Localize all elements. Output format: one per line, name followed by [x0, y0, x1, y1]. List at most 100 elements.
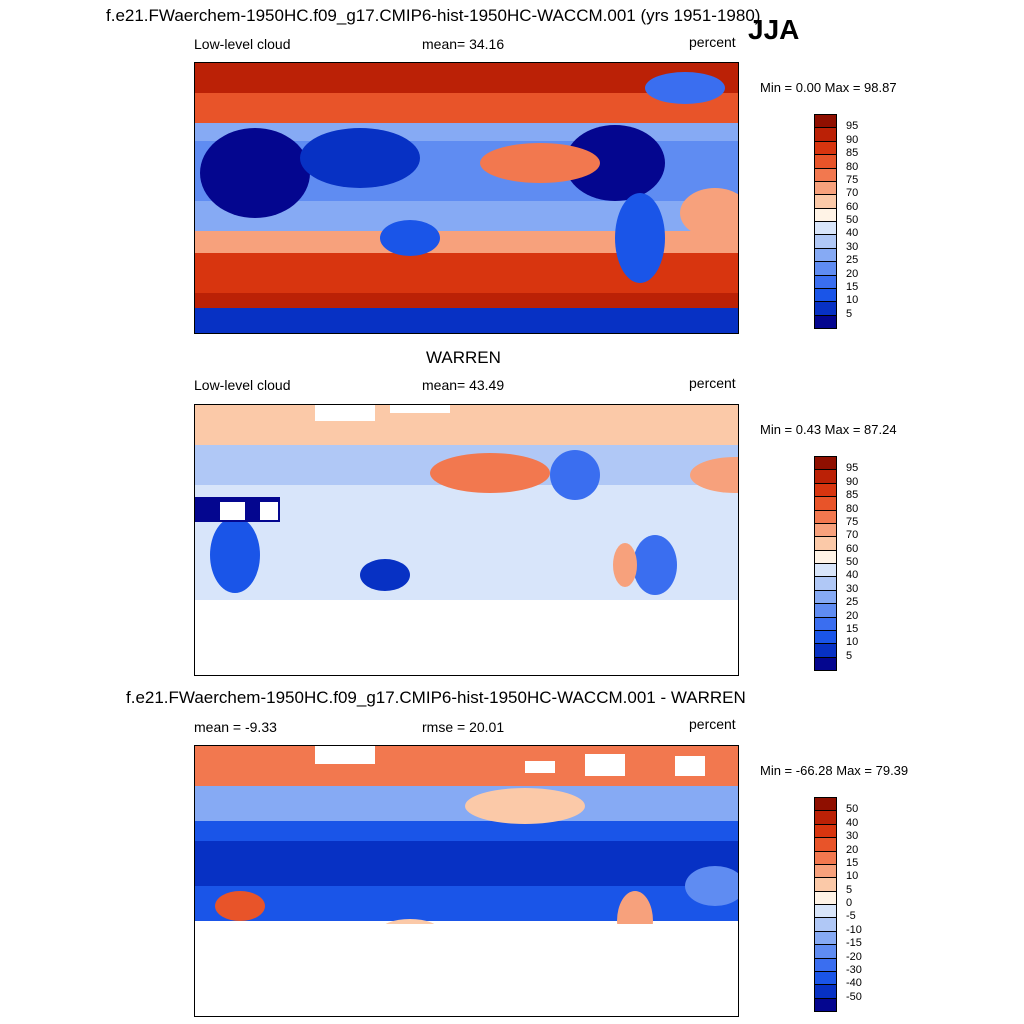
panel1-colorbar: 5 10 15 20 25 30 40 50 60 70 75 80 85 90 95	[814, 114, 858, 329]
colorbar-tick-label: 20	[846, 267, 859, 280]
colorbar-tick-label: 20	[846, 843, 859, 856]
colorbar-tick-label: 60	[846, 200, 859, 213]
panel2-map	[194, 404, 739, 676]
colorbar-tick-label: 20	[846, 609, 859, 622]
panel1-map	[194, 62, 739, 334]
colorbar-cell	[814, 221, 837, 236]
colorbar-cell	[814, 509, 837, 524]
panel2-colorbar: 5 10 15 20 25 30 40 50 60 70 75 80 85 90 95	[814, 456, 858, 671]
colorbar-tick-label: 30	[846, 830, 859, 843]
colorbar-tick-label: 5	[846, 883, 853, 896]
colorbar-cell	[814, 589, 837, 605]
colorbar-cell	[814, 180, 837, 196]
colorbar-cell	[814, 482, 837, 498]
colorbar-cell	[814, 234, 837, 249]
colorbar-tick-label: 5	[846, 649, 853, 662]
colorbar-tick-label: 75	[846, 515, 859, 528]
panel3-mean-label: mean = -9.33	[194, 719, 277, 735]
panel1-variable-label: Low-level cloud	[194, 36, 291, 52]
colorbar-tick-label: 15	[846, 280, 859, 293]
colorbar-tick-label: 60	[846, 542, 859, 555]
colorbar-tick-label: 80	[846, 160, 859, 173]
colorbar-cell	[814, 522, 837, 538]
colorbar-tick-label: 10	[846, 870, 859, 883]
colorbar-tick-label: -40	[846, 977, 862, 990]
colorbar-tick-label: 30	[846, 582, 859, 595]
colorbar-cell	[814, 616, 837, 631]
colorbar-cell	[814, 629, 837, 645]
panel1-minmax: Min = 0.00 Max = 98.87	[760, 80, 897, 95]
colorbar-tick-label: -30	[846, 963, 862, 976]
colorbar-tick-label: 40	[846, 569, 859, 582]
colorbar-tick-label: 25	[846, 596, 859, 609]
colorbar-tick-label: 15	[846, 856, 859, 869]
colorbar-cell	[814, 930, 837, 946]
panel2-units-label: percent	[689, 375, 736, 391]
panel3-units-label: percent	[689, 716, 736, 732]
colorbar-cell	[814, 456, 837, 471]
colorbar-cell	[814, 603, 837, 618]
colorbar-cell	[814, 301, 837, 316]
colorbar-tick-label: 10	[846, 636, 859, 649]
colorbar-tick-label: 40	[846, 227, 859, 240]
colorbar-tick-label: 40	[846, 816, 859, 829]
colorbar-cell	[814, 167, 837, 182]
colorbar-tick-label: -10	[846, 923, 862, 936]
colorbar-tick-label: -50	[846, 990, 862, 1003]
panel2-map-field	[195, 405, 738, 675]
panel2-mean-label: mean= 43.49	[422, 377, 505, 393]
colorbar-cell	[814, 287, 837, 303]
colorbar-cell	[814, 140, 837, 156]
panel3-map-field	[195, 746, 738, 1016]
colorbar-cell	[814, 261, 837, 276]
colorbar-tick-label: 30	[846, 240, 859, 253]
colorbar-tick-label: 50	[846, 803, 859, 816]
colorbar-cell	[814, 877, 837, 892]
panel2-title: WARREN	[426, 348, 501, 367]
colorbar-cell	[814, 984, 837, 999]
colorbar-cell	[814, 314, 837, 329]
colorbar-cell	[814, 837, 837, 852]
colorbar-tick-label: 75	[846, 173, 859, 186]
colorbar-cell	[814, 114, 837, 129]
panel1-units-label: percent	[689, 34, 736, 50]
panel3-colorbar: -50 -40 -30 -20 -15 -10 -5 0 5 10 15 20 30 40 50	[814, 797, 862, 1012]
season-label: JJA	[748, 14, 800, 45]
colorbar-tick-label: 80	[846, 502, 859, 515]
colorbar-cell	[814, 797, 837, 812]
colorbar-tick-label: 95	[846, 462, 859, 475]
colorbar-tick-label: -5	[846, 910, 856, 923]
panel1-map-field	[195, 63, 738, 333]
colorbar-cell	[814, 890, 837, 905]
colorbar-tick-label: 50	[846, 214, 859, 226]
panel3-minmax: Min = -66.28 Max = 79.39	[760, 763, 909, 778]
colorbar-cell	[814, 563, 837, 578]
colorbar-tick-label: -20	[846, 950, 862, 963]
colorbar-tick-label: 10	[846, 294, 859, 307]
colorbar-cell	[814, 810, 837, 825]
colorbar-tick-label: 85	[846, 147, 859, 160]
colorbar-tick-label: 70	[846, 187, 859, 200]
colorbar-cell	[814, 549, 837, 564]
colorbar-cell	[814, 850, 837, 865]
colorbar-tick-label: 0	[846, 897, 853, 909]
colorbar-tick-label: 5	[846, 307, 853, 320]
colorbar-cell	[814, 274, 837, 289]
colorbar-cell	[814, 154, 837, 169]
colorbar-tick-label: 90	[846, 133, 859, 146]
panel2-variable-label: Low-level cloud	[194, 377, 291, 393]
colorbar-cell	[814, 957, 837, 972]
colorbar-cell	[814, 194, 837, 209]
panel3-rmse-label: rmse = 20.01	[422, 719, 505, 735]
colorbar-cell	[814, 207, 837, 222]
colorbar-cell	[814, 863, 837, 879]
panel1-mean-label: mean= 34.16	[422, 36, 505, 52]
colorbar-tick-label: 50	[846, 556, 859, 568]
colorbar-cell	[814, 536, 837, 551]
colorbar-tick-label: 15	[846, 622, 859, 635]
colorbar-cell	[814, 496, 837, 511]
colorbar-cell	[814, 469, 837, 484]
panel3-title: f.e21.FWaerchem-1950HC.f09_g17.CMIP6-his…	[126, 688, 746, 707]
colorbar-tick-label: 70	[846, 529, 859, 542]
colorbar-cell	[814, 917, 837, 932]
